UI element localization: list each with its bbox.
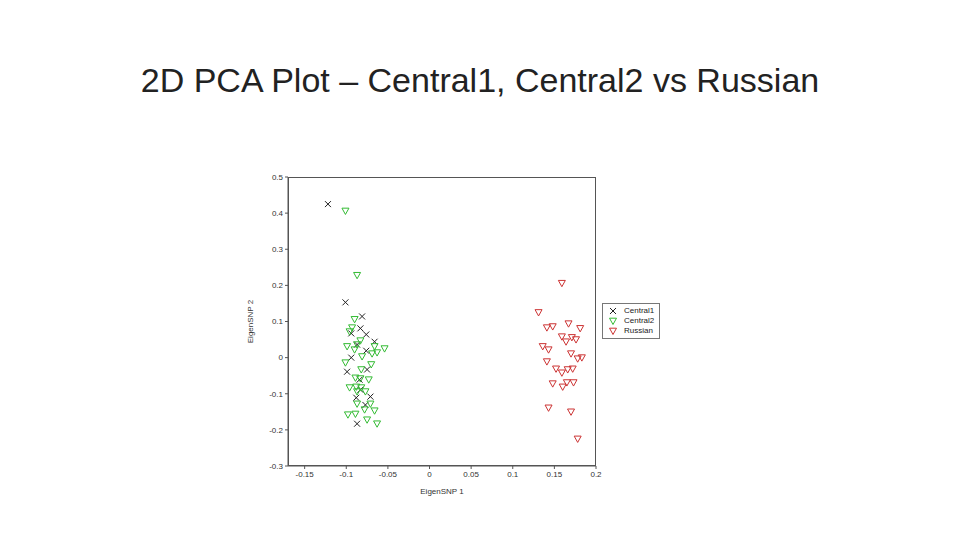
svg-text:-0.3: -0.3 (269, 462, 283, 471)
svg-text:EigenSNP 2: EigenSNP 2 (246, 299, 255, 343)
svg-text:-0.1: -0.1 (339, 470, 353, 479)
html-text:Central1: Central1 (624, 306, 655, 315)
svg-text:0.4: 0.4 (272, 209, 284, 218)
svg-text:0.05: 0.05 (463, 470, 479, 479)
svg-text:0.1: 0.1 (272, 317, 284, 326)
svg-text:-0.15: -0.15 (296, 470, 315, 479)
svg-text:0.1: 0.1 (507, 470, 519, 479)
svg-text:0: 0 (279, 353, 284, 362)
svg-text:0.5: 0.5 (272, 173, 284, 182)
html-text:Russian: Russian (624, 326, 653, 335)
svg-text:-0.2: -0.2 (269, 426, 283, 435)
html-text:Central2: Central2 (624, 316, 655, 325)
svg-text:0: 0 (427, 470, 432, 479)
svg-text:0.3: 0.3 (272, 245, 284, 254)
svg-text:-0.1: -0.1 (269, 390, 283, 399)
svg-text:-0.05: -0.05 (379, 470, 398, 479)
svg-text:0.2: 0.2 (272, 281, 284, 290)
svg-text:EigenSNP 1: EigenSNP 1 (420, 487, 464, 496)
html-text:2D PCA Plot – Central1, Centra: 2D PCA Plot – Central1, Central2 vs Russ… (140, 61, 820, 99)
svg-text:0.2: 0.2 (590, 470, 602, 479)
svg-text:0.15: 0.15 (547, 470, 563, 479)
